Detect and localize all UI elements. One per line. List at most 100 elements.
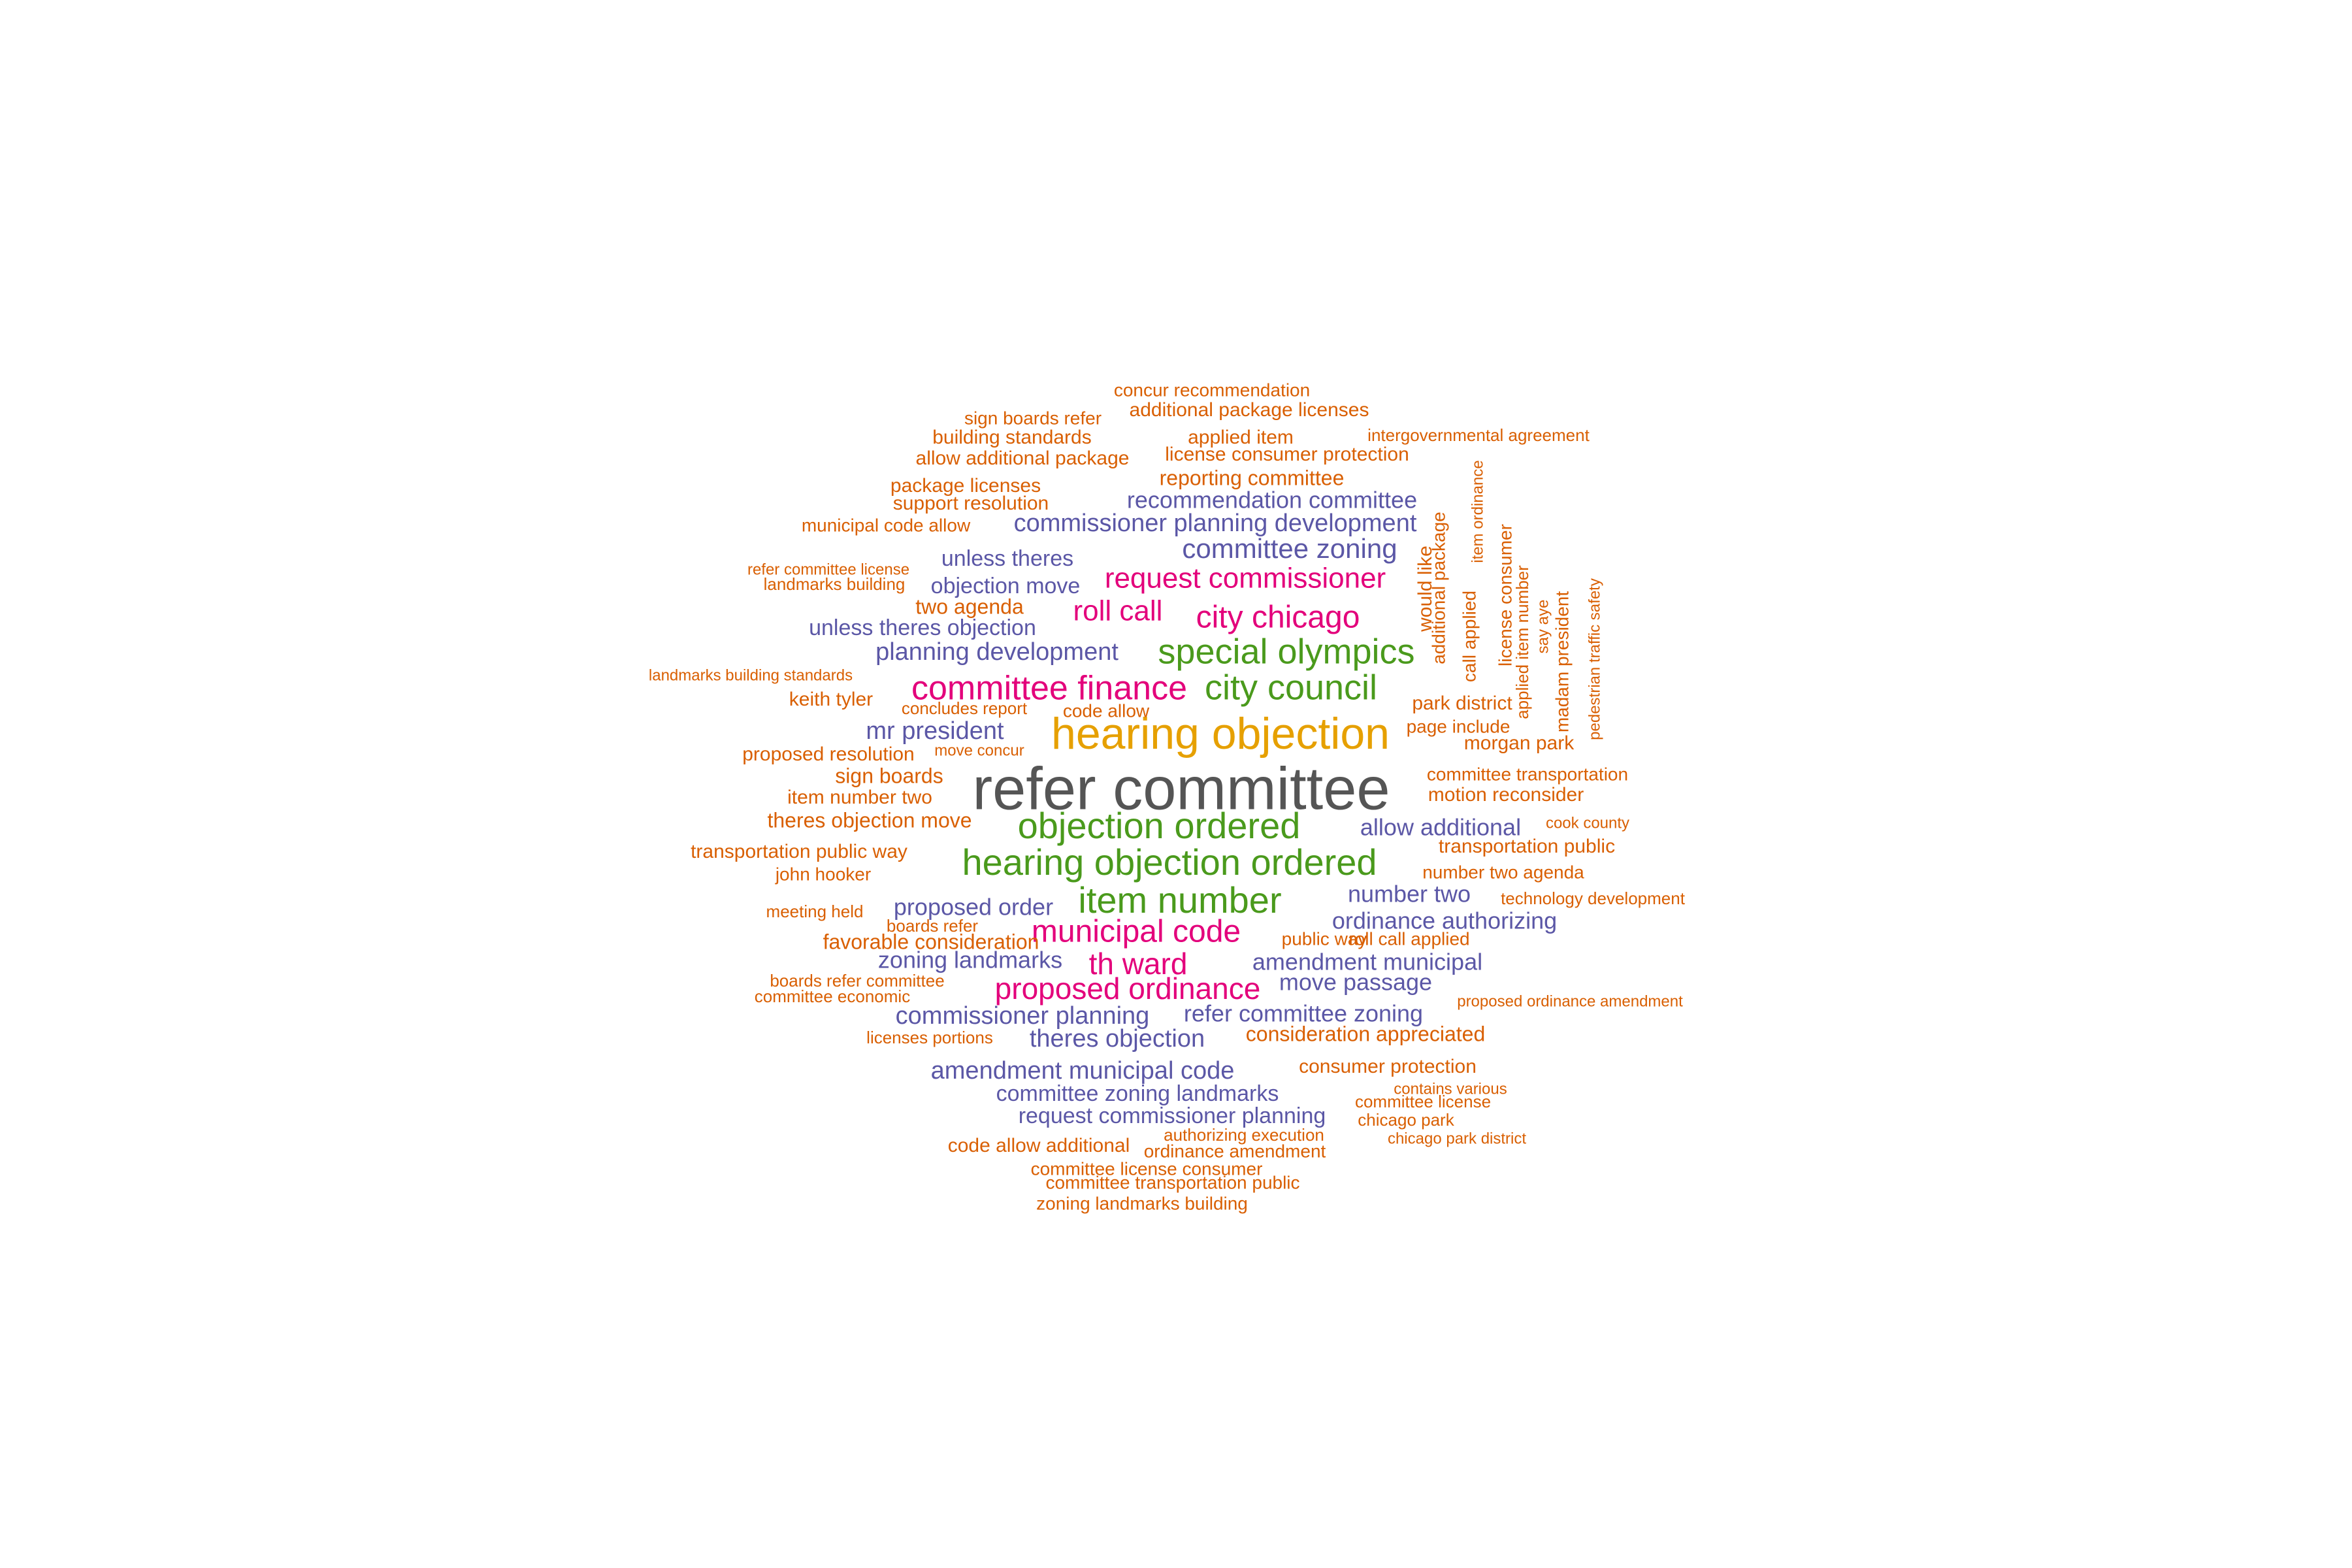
word-would-like: would like [1414,546,1436,632]
word-keith-tyler: keith tyler [789,689,873,710]
word-page-include: page include [1407,716,1511,736]
word-support-resolution: support resolution [893,493,1049,514]
word-favorable-consideration: favorable consideration [823,930,1039,953]
word-chicago-park-district: chicago park district [1388,1130,1526,1147]
word-planning-development: planning development [875,638,1119,666]
word-roll-call-applied: roll call applied [1348,928,1469,949]
word-public-way: public way [1282,928,1367,949]
word-allow-additional-package: allow additional package [916,448,1130,469]
word-technology-development: technology development [1501,889,1686,908]
word-committee-transportation-public: committee transportation public [1045,1172,1299,1192]
word-amendment-municipal-code: amendment municipal code [931,1057,1235,1085]
word-hearing-objection-ordered: hearing objection ordered [962,841,1377,883]
word-boards-refer: boards refer [887,916,979,936]
word-move-concur: move concur [934,742,1024,759]
word-municipal-code: municipal code [1032,915,1241,949]
word-madam-president: madam president [1552,591,1572,733]
word-code-allow-additional: code allow additional [948,1135,1130,1156]
word-proposed-resolution: proposed resolution [742,743,915,765]
word-request-commissioner-planning: request commissioner planning [1019,1103,1326,1128]
word-proposed-order: proposed order [894,894,1053,921]
word-theres-objection: theres objection [1030,1025,1205,1053]
word-license-consumer-protection: license consumer protection [1165,444,1409,465]
word-reporting-committee: reporting committee [1160,466,1345,489]
word-item-number: item number [1078,879,1281,921]
word-consideration-appreciated: consideration appreciated [1246,1022,1485,1045]
word-consumer-protection: consumer protection [1299,1056,1477,1077]
word-number-two-agenda: number two agenda [1422,862,1584,882]
word-boards-refer-committee: boards refer committee [770,971,944,990]
word-code-allow: code allow [1063,700,1150,721]
word-applied-item-number: applied item number [1512,565,1532,719]
word-additional-package: additional package [1428,512,1448,664]
word-item-number-two: item number two [787,787,932,808]
word-park-district: park district [1412,693,1512,714]
word-intergovernmental-agreement: intergovernmental agreement [1367,425,1590,445]
word-morgan-park: morgan park [1464,732,1575,754]
word-committee-zoning: committee zoning [1182,533,1397,564]
word-committee-zoning-landmarks: committee zoning landmarks [996,1081,1279,1106]
word-th-ward: th ward [1089,947,1188,981]
word-hearing-objection: hearing objection [1051,709,1390,759]
word-municipal-code-allow: municipal code allow [802,515,971,535]
word-say-aye: say aye [1534,600,1552,654]
word-refer-committee: refer committee [972,755,1390,822]
word-package-licenses: package licenses [890,475,1041,497]
word-refer-committee-license: refer committee license [747,561,909,578]
word-proposed-ordinance-amendment: proposed ordinance amendment [1457,992,1683,1010]
word-unless-theres: unless theres [941,546,1073,571]
word-ordinance-authorizing: ordinance authorizing [1332,907,1557,934]
word-proposed-ordinance: proposed ordinance [995,972,1261,1005]
word-pedestrian-traffic-safety: pedestrian traffic safety [1586,578,1603,740]
word-committee-license-consumer: committee license consumer [1031,1158,1263,1179]
word-city-council: city council [1205,668,1377,707]
word-licenses-portions: licenses portions [866,1028,993,1047]
word-committee-finance: committee finance [911,670,1187,708]
word-building-standards: building standards [932,427,1092,448]
word-concur-recommendation: concur recommendation [1114,380,1310,400]
word-theres-objection-move: theres objection move [767,808,972,832]
word-zoning-landmarks-building: zoning landmarks building [1036,1193,1248,1213]
word-request-commissioner: request commissioner [1105,563,1386,595]
word-committee-economic: committee economic [755,987,910,1006]
word-unless-theres-objection: unless theres objection [809,615,1036,640]
word-motion-reconsider: motion reconsider [1428,784,1584,806]
word-committee-transportation: committee transportation [1427,764,1628,784]
word-objection-move: objection move [931,574,1081,598]
word-item-ordinance: item ordinance [1469,460,1486,563]
word-transportation-public: transportation public [1439,836,1615,857]
word-applied-item: applied item [1188,427,1294,448]
word-concludes-report: concludes report [902,698,1028,718]
word-commissioner-planning: commissioner planning [896,1002,1150,1030]
word-authorizing-execution: authorizing execution [1164,1125,1324,1145]
word-refer-committee-zoning: refer committee zoning [1184,1000,1423,1027]
word-contains-various: contains various [1394,1080,1507,1098]
word-roll-call: roll call [1073,595,1163,627]
word-john-hooker: john hooker [775,864,871,884]
word-ordinance-amendment: ordinance amendment [1144,1141,1326,1161]
word-landmarks-building-standards: landmarks building standards [649,666,853,684]
word-committee-license: committee license [1355,1092,1491,1111]
word-special-olympics: special olympics [1158,632,1414,671]
word-zoning-landmarks: zoning landmarks [878,947,1062,973]
word-chicago-park: chicago park [1358,1110,1454,1130]
word-two-agenda: two agenda [915,595,1024,618]
word-mr-president: mr president [866,717,1004,745]
word-move-passage: move passage [1279,969,1432,996]
word-objection-ordered: objection ordered [1018,805,1301,846]
word-number-two: number two [1348,881,1471,907]
word-transportation-public-way: transportation public way [691,841,907,862]
word-landmarks-building: landmarks building [764,574,906,594]
word-meeting-held: meeting held [766,902,864,921]
word-sign-boards-refer: sign boards refer [964,408,1102,428]
word-amendment-municipal: amendment municipal [1252,949,1482,975]
word-cook-county: cook county [1546,814,1629,832]
word-allow-additional: allow additional [1360,814,1521,841]
word-additional-package-licenses: additional package licenses [1130,399,1369,421]
word-recommendation-committee: recommendation committee [1127,487,1417,514]
word-call-applied: call applied [1459,591,1479,682]
word-sign-boards: sign boards [835,764,943,787]
word-license-consumer: license consumer [1495,524,1515,666]
word-city-chicago: city chicago [1196,600,1360,635]
